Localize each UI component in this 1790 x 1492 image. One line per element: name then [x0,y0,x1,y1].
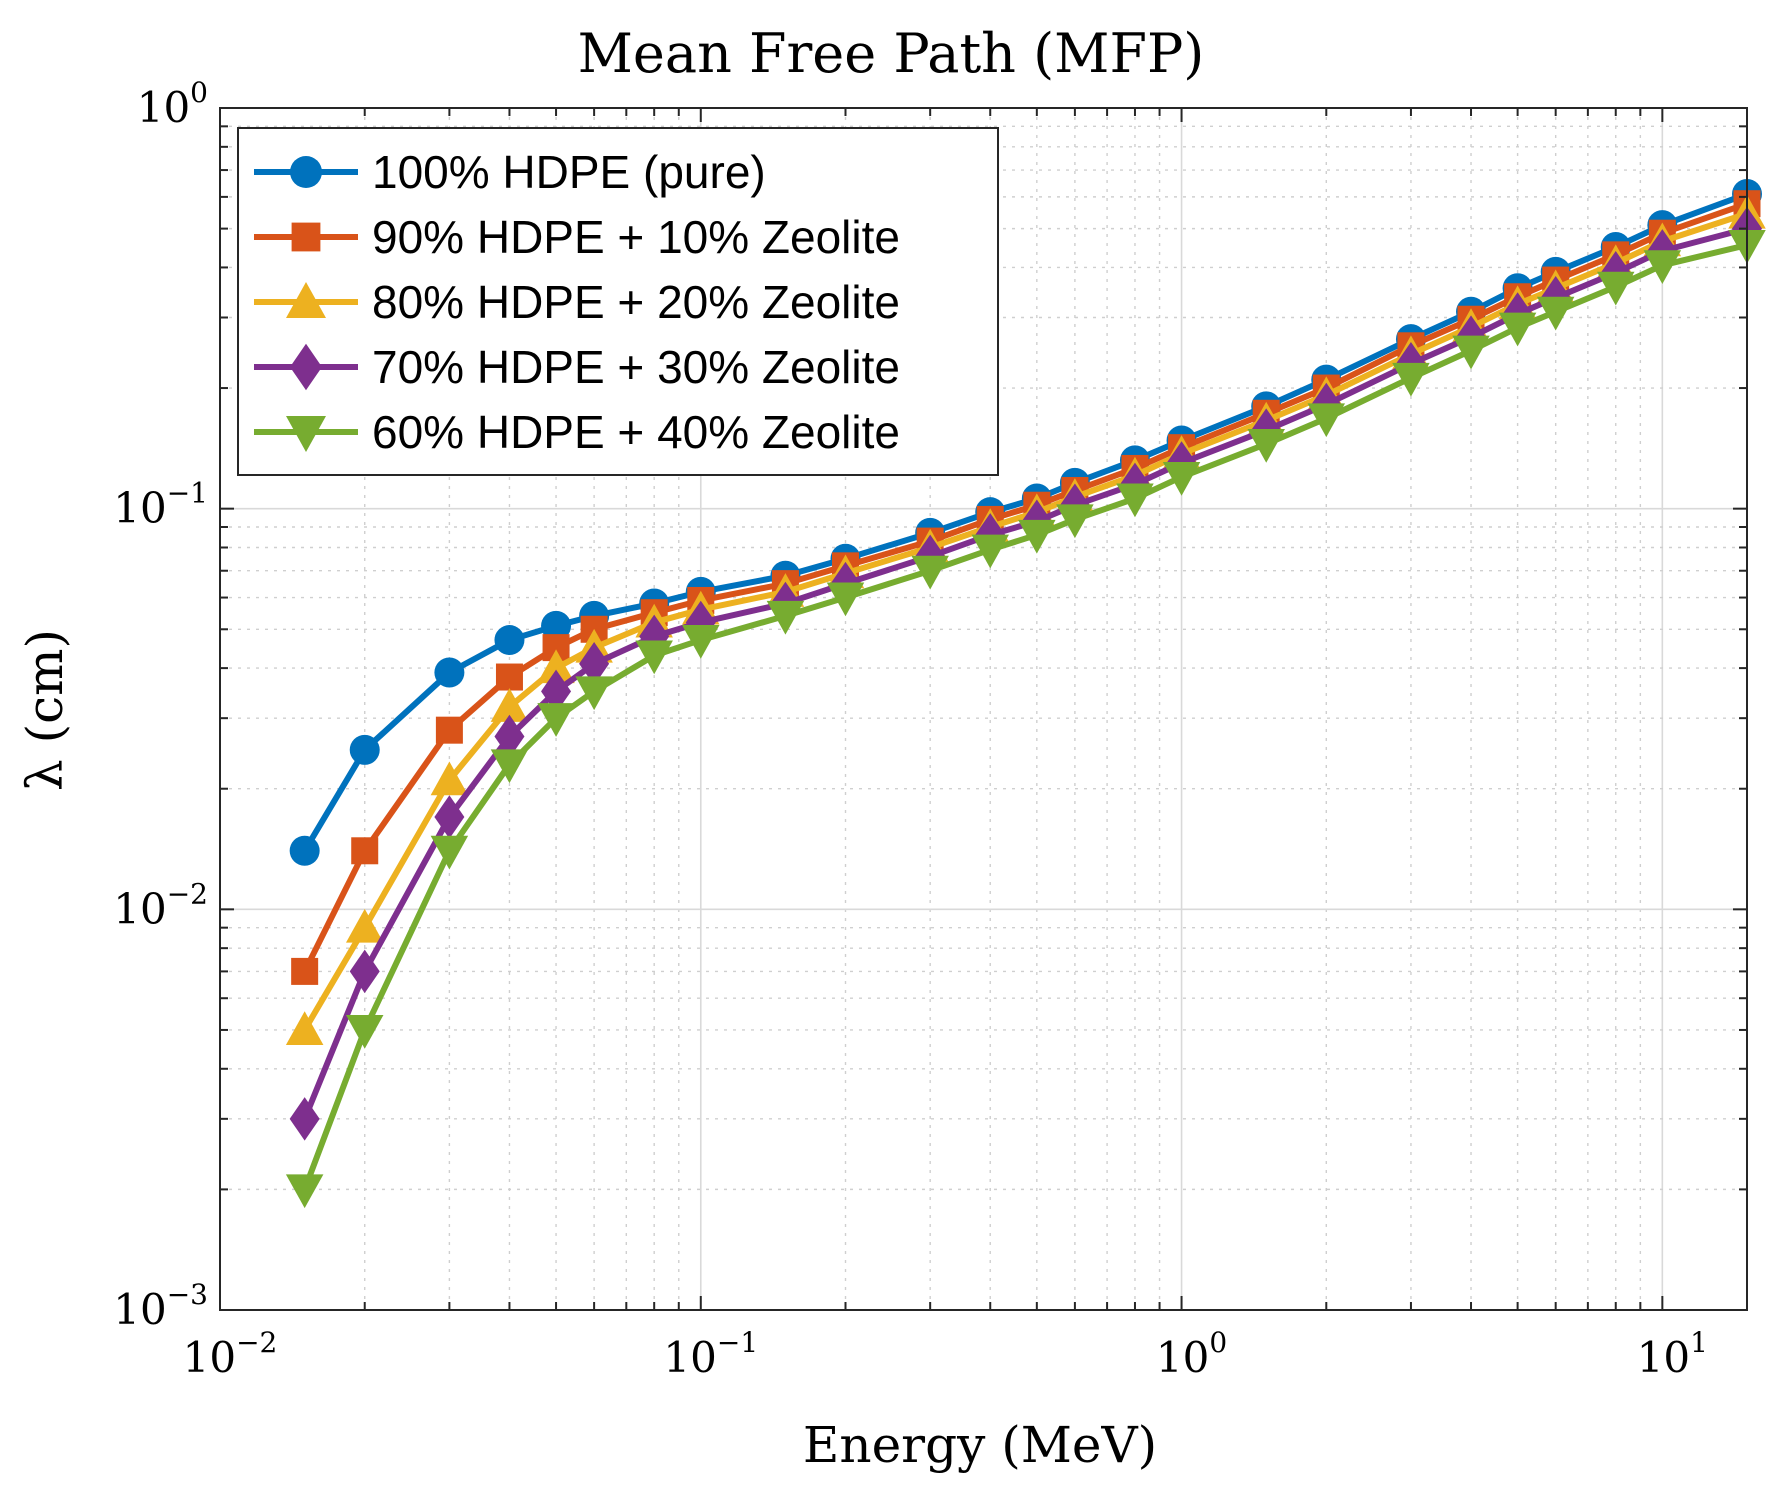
data-point [1307,403,1346,438]
x-tick-label: 100 [1156,1326,1227,1382]
legend-entry-70-hdpe-30-zeolite: 70% HDPE + 30% Zeolite [254,341,900,393]
data-point [1247,429,1285,463]
legend-marker [286,282,326,318]
data-point [1116,483,1154,518]
data-point [494,625,525,656]
data-point [285,1174,324,1209]
data-point [349,734,380,765]
data-point [537,649,575,684]
y-tick-label: 10−2 [113,877,208,933]
data-point [579,642,610,686]
legend-entry-90-hdpe-10-zeolite: 90% HDPE + 10% Zeolite [254,211,900,263]
data-point [766,600,805,635]
y-tick-label: 10−1 [113,477,208,533]
legend-label: 100% HDPE (pure) [372,146,766,198]
data-point [1452,335,1490,370]
data-point [430,761,469,796]
data-point [1162,461,1201,496]
data-series [285,179,1766,1209]
data-point [434,657,465,688]
legend-marker [290,343,322,391]
axes-frame [219,107,1748,1311]
x-tick-label: 10−1 [663,1326,758,1382]
legend-box [237,127,999,476]
y-tick-label: 10−3 [113,1278,208,1334]
data-point [1056,504,1094,539]
chart-title: Mean Free Path (MFP) [578,22,1205,85]
data-point [289,835,320,866]
data-point [291,957,319,985]
legend-marker [291,222,321,252]
y-axis-label: λ (cm) [16,629,74,791]
data-point [1536,296,1575,331]
y-tick-label: 100 [137,76,208,132]
legend-label: 60% HDPE + 40% Zeolite [372,406,900,458]
data-point [682,625,720,659]
data-point [541,669,572,714]
legend-label: 90% HDPE + 10% Zeolite [372,211,900,263]
data-point [435,716,463,744]
legend-marker [290,156,322,188]
data-point [430,835,469,870]
data-point [575,676,613,711]
data-point [1392,362,1430,397]
x-axis-label: Energy (MeV) [803,1416,1157,1474]
data-point [971,534,1009,569]
x-tick-label: 101 [1637,1326,1708,1382]
legend-label: 80% HDPE + 20% Zeolite [372,276,900,328]
data-point [349,949,380,994]
data-point [345,1014,384,1049]
data-point [351,837,379,865]
data-point [541,610,572,641]
legend-entry-80-hdpe-20-zeolite: 80% HDPE + 20% Zeolite [254,276,900,328]
data-point [911,555,949,590]
data-point [1018,519,1056,554]
axes-box [219,107,1748,1311]
data-point [494,714,525,759]
data-point [289,1097,320,1141]
legend-entry-100-hdpe-pure: 100% HDPE (pure) [254,146,766,198]
data-point [1596,271,1635,306]
data-point [1498,312,1537,347]
data-point [635,640,673,675]
data-point [495,663,523,691]
legend-label: 70% HDPE + 30% Zeolite [372,341,900,393]
legend: 100% HDPE (pure) 90% HDPE + 10% Zeolite 80… [237,127,999,476]
legend-entry-60-hdpe-40-zeolite: 60% HDPE + 40% Zeolite [254,406,900,458]
data-point [537,703,575,737]
data-point [1643,250,1682,285]
data-point [434,795,465,839]
data-point [285,1011,324,1045]
data-point [490,749,529,784]
legend-marker [286,416,326,452]
data-point [345,908,384,943]
x-tick-label: 10−2 [183,1326,278,1382]
data-point [826,582,865,617]
data-point [490,688,529,722]
